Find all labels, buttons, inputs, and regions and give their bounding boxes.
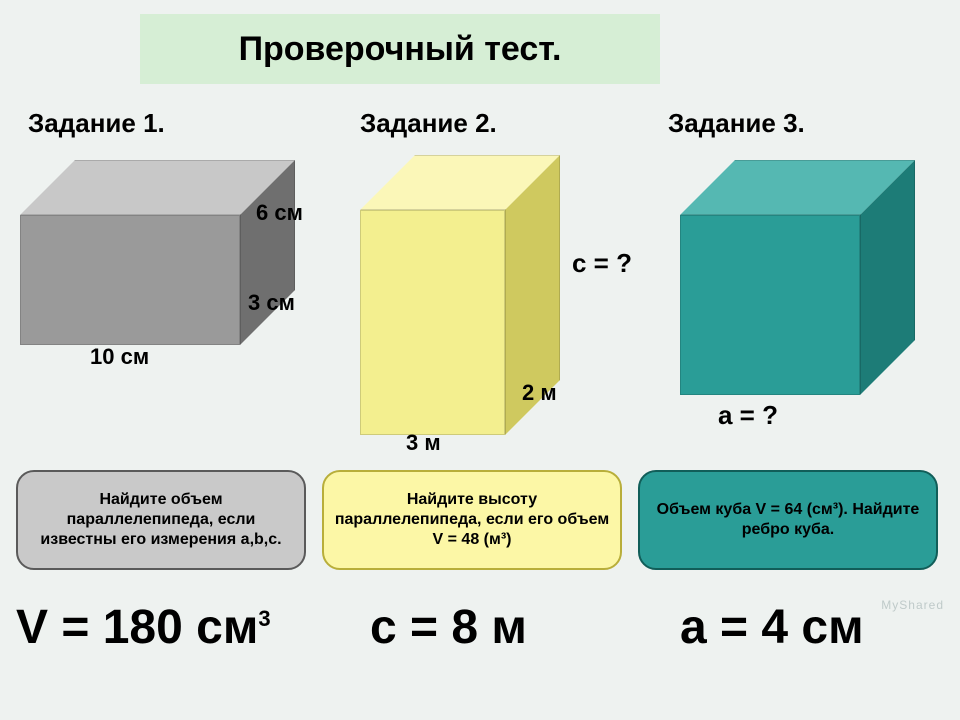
dim-1-depth: 3 см [248, 290, 295, 316]
card-task1: Найдите объем параллелепипеда, если изве… [16, 470, 306, 570]
task2-label: Задание 2. [360, 108, 497, 139]
dim-1-width: 10 см [90, 344, 149, 370]
shape-box-1 [20, 160, 295, 345]
unknown-a: a = ? [718, 400, 778, 431]
card-task2-text: Найдите высоту параллелепипеда, если его… [334, 490, 610, 550]
shape-cube [680, 160, 915, 395]
card-task3-text: Объем куба V = 64 (см³). Найдите ребро к… [650, 500, 926, 540]
page-title-bar: Проверочный тест. [140, 14, 660, 84]
card-task3: Объем куба V = 64 (см³). Найдите ребро к… [638, 470, 938, 570]
answer-1-sup: 3 [258, 606, 270, 631]
dim-2-width: 3 м [406, 430, 441, 456]
unknown-c: c = ? [572, 248, 632, 279]
watermark: MySharеd [881, 598, 944, 612]
task3-label: Задание 3. [668, 108, 805, 139]
answer-3: a = 4 см [680, 600, 864, 655]
card-task1-text: Найдите объем параллелепипеда, если изве… [28, 490, 294, 550]
answer-1-value: V = 180 см [16, 601, 258, 654]
answer-1: V = 180 см3 [16, 600, 271, 655]
dim-1-height: 6 см [256, 200, 303, 226]
task1-label: Задание 1. [28, 108, 165, 139]
card-task2: Найдите высоту параллелепипеда, если его… [322, 470, 622, 570]
answer-2: c = 8 м [370, 600, 527, 655]
dim-2-depth: 2 м [522, 380, 557, 406]
page-title: Проверочный тест. [239, 30, 562, 69]
